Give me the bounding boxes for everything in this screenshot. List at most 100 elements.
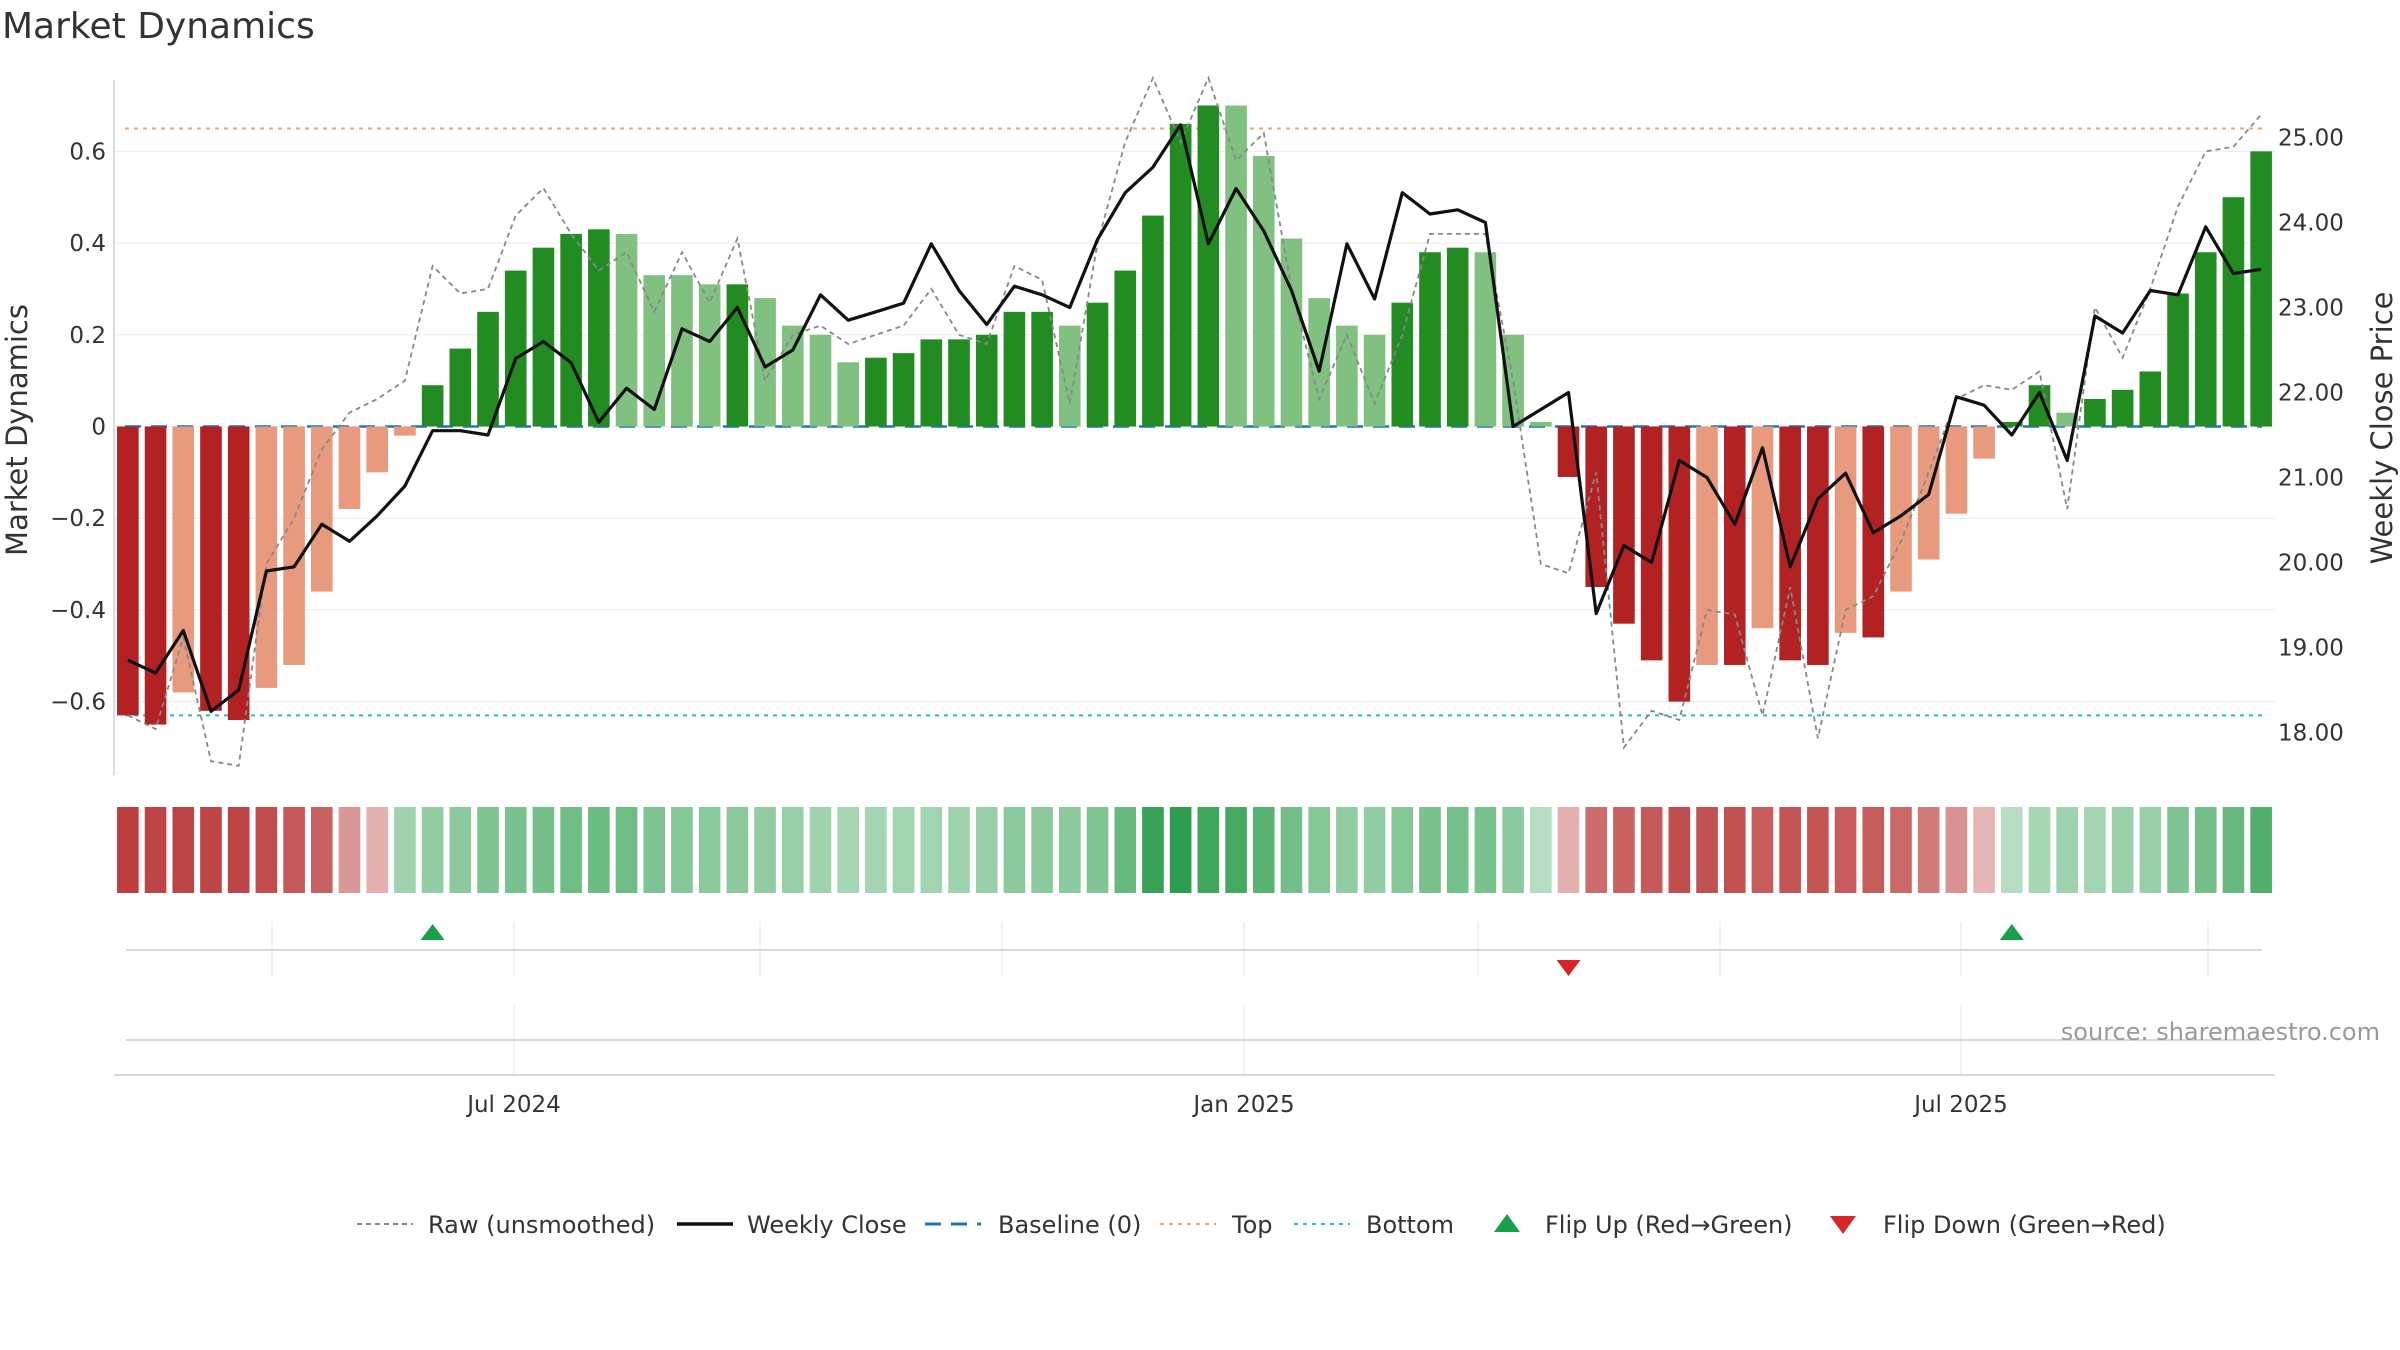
y2-tick-label: 23.00 xyxy=(2278,296,2344,322)
dynamics-bar xyxy=(920,339,943,427)
heat-cell xyxy=(421,807,444,893)
dynamics-bar xyxy=(1834,426,1857,633)
heat-cell xyxy=(754,807,776,893)
heat-cell xyxy=(615,807,638,893)
heat-cell xyxy=(172,807,195,893)
heat-cell xyxy=(477,807,499,893)
y-tick-label: −0.6 xyxy=(50,690,106,716)
dynamics-bar xyxy=(837,362,859,427)
heat-cell xyxy=(1391,807,1414,893)
heat-cell xyxy=(781,807,804,893)
heat-cell xyxy=(2084,807,2106,893)
dynamics-bar xyxy=(1003,311,1026,427)
dynamics-bar xyxy=(1252,155,1275,427)
secondary-y-axis-label: Weekly Close Price xyxy=(2365,292,2399,565)
dynamics-bar xyxy=(2167,293,2189,427)
dynamics-bar xyxy=(310,426,333,592)
heat-cell xyxy=(1530,807,1552,893)
dynamics-bar xyxy=(615,233,638,427)
heat-cell xyxy=(1973,807,1995,893)
dynamics-bar xyxy=(504,270,527,427)
heat-cell xyxy=(1751,807,1774,893)
flip-down-marker xyxy=(1556,960,1581,976)
y2-tick-label: 21.00 xyxy=(2278,466,2344,492)
legend-label: Top xyxy=(1231,1211,1273,1239)
heat-cell xyxy=(1696,807,1718,893)
dynamics-bar xyxy=(1973,426,1995,459)
heat-cell xyxy=(1419,807,1441,893)
y2-tick-label: 22.00 xyxy=(2278,381,2344,407)
heat-strip xyxy=(117,807,2272,893)
heat-cell xyxy=(671,807,693,893)
y2-tick-label: 18.00 xyxy=(2278,721,2344,747)
y-tick-label: 0.2 xyxy=(69,323,106,349)
heat-cell xyxy=(1613,807,1635,893)
dynamics-bar xyxy=(1419,252,1441,427)
legend-label: Weekly Close xyxy=(747,1211,907,1239)
heat-cell xyxy=(2000,807,2023,893)
y2-tick-label: 20.00 xyxy=(2278,551,2344,577)
heat-cell xyxy=(643,807,666,893)
dynamics-bar xyxy=(726,284,749,427)
heat-cell xyxy=(975,807,998,893)
heat-cell xyxy=(2250,807,2272,893)
heat-cell xyxy=(2222,807,2245,893)
dynamics-bar xyxy=(1668,426,1691,702)
dynamics-bars xyxy=(117,105,2272,725)
dynamics-bar xyxy=(366,426,389,473)
legend-label: Baseline (0) xyxy=(998,1211,1141,1239)
x-tick-label: Jul 2024 xyxy=(465,1092,561,1118)
dynamics-bar xyxy=(2250,151,2272,427)
heat-cell xyxy=(2139,807,2162,893)
dynamics-bar xyxy=(1502,334,1524,427)
y-axis-label: Market Dynamics xyxy=(0,304,34,556)
dynamics-bar xyxy=(477,311,499,427)
legend-item-baseline: Baseline (0) xyxy=(925,1211,1141,1239)
heat-cell xyxy=(449,807,472,893)
heat-cell xyxy=(1280,807,1303,893)
dynamics-bar xyxy=(948,339,970,427)
price-lines xyxy=(127,75,2262,767)
legend: Raw (unsmoothed) Weekly Close Baseline (0)… xyxy=(357,1211,2166,1239)
dynamics-bar xyxy=(1308,298,1330,427)
heat-cell xyxy=(1031,807,1053,893)
dynamics-bar xyxy=(283,426,305,665)
dynamics-bar xyxy=(1336,325,1358,427)
legend-item-raw: Raw (unsmoothed) xyxy=(357,1211,655,1239)
heat-cell xyxy=(1114,807,1137,893)
dynamics-bar xyxy=(2139,371,2162,427)
dynamics-bar xyxy=(1585,426,1608,587)
flip-up-marker xyxy=(420,924,445,940)
dynamics-bar xyxy=(1086,302,1109,427)
heat-cell xyxy=(1807,807,1829,893)
heat-cell xyxy=(1834,807,1857,893)
legend-item-bottom: Bottom xyxy=(1294,1211,1454,1239)
dynamics-bar xyxy=(1363,334,1386,427)
dynamics-bar xyxy=(1059,325,1081,427)
legend-item-top: Top xyxy=(1160,1211,1273,1239)
raw-line xyxy=(127,75,2262,767)
dynamics-bar xyxy=(1225,105,1247,427)
y-tick-label: −0.4 xyxy=(50,598,106,624)
heat-cell xyxy=(2028,807,2051,893)
dynamics-bar xyxy=(892,353,915,427)
heat-cell xyxy=(1086,807,1109,893)
heat-cell xyxy=(1474,807,1497,893)
legend-label: Bottom xyxy=(1366,1211,1454,1239)
heat-cell xyxy=(698,807,721,893)
legend-label: Flip Down (Green→Red) xyxy=(1883,1211,2166,1239)
dynamics-bar xyxy=(671,275,693,427)
flip-markers-panel xyxy=(126,922,2262,977)
heat-cell xyxy=(310,807,333,893)
dynamics-bar xyxy=(2222,197,2245,427)
dynamics-bar xyxy=(588,229,610,427)
heat-cell xyxy=(532,807,555,893)
heat-cell xyxy=(394,807,416,893)
dynamics-bar xyxy=(1474,252,1497,427)
heat-cell xyxy=(560,807,582,893)
dynamics-bar xyxy=(865,357,887,427)
heat-cell xyxy=(726,807,749,893)
dynamics-bar xyxy=(200,426,222,711)
heat-cell xyxy=(255,807,278,893)
